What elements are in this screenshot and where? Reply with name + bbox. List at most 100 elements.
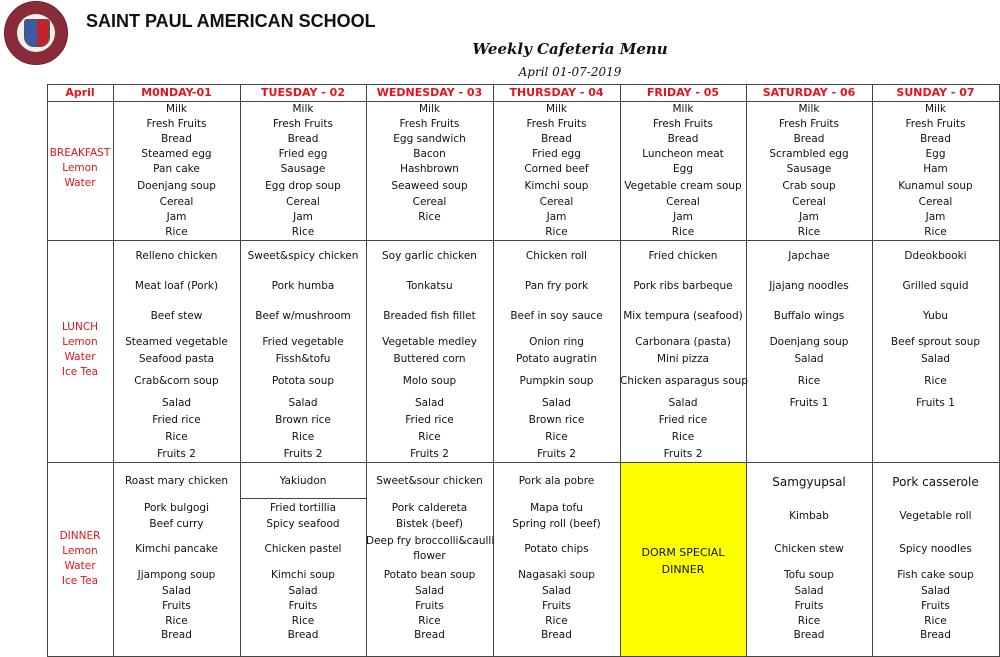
meal-label-line: DINNER: [59, 530, 101, 542]
menu-item: Bread: [414, 629, 445, 641]
menu-item: Potato chips: [524, 543, 589, 555]
menu-item: Brown rice: [275, 414, 331, 426]
menu-item: Pan fry pork: [524, 280, 589, 292]
day-header: THURSDAY - 04: [509, 86, 604, 99]
menu-item: Rice: [545, 226, 568, 238]
menu-item: Beef stew: [150, 310, 203, 322]
menu-item: Fresh Fruits: [778, 118, 840, 130]
menu-item: Pumpkin soup: [519, 375, 594, 387]
menu-item: Fruits 2: [537, 448, 576, 460]
menu-item: Beef in soy sauce: [510, 310, 603, 322]
menu-item: Spring roll (beef): [512, 518, 601, 530]
menu-item: Milk: [925, 103, 946, 115]
menu-item: Pan cake: [153, 163, 200, 175]
menu-item: Fruits: [415, 600, 444, 612]
menu-item: Bread: [667, 133, 699, 145]
menu-item: Rice: [165, 226, 188, 238]
menu-item: Jam: [293, 211, 313, 223]
menu-item: Kimbab: [789, 510, 829, 522]
menu-item: Jam: [925, 211, 946, 223]
menu-item: Bread: [793, 133, 825, 145]
menu-item: Rice: [418, 615, 441, 627]
menu-item: Kimchi soup: [271, 569, 335, 581]
menu-item: Vegetable medley: [382, 336, 477, 348]
day-header: TUESDAY - 02: [261, 86, 345, 99]
menu-item: Ham: [923, 163, 948, 175]
menu-item: Deep fry broccolli&caulli: [366, 535, 495, 547]
menu-item: Bistek (beef): [395, 518, 464, 530]
menu-item: Fruits: [921, 600, 950, 612]
table-divider: [493, 84, 494, 657]
menu-item: Chicken asparagus soup: [620, 375, 748, 387]
meal-label-line: Water: [64, 560, 96, 572]
menu-item: Mapa tofu: [530, 502, 583, 514]
special-line: DINNER: [661, 563, 705, 576]
menu-item: Rice: [291, 615, 315, 627]
menu-item: Beef curry: [149, 518, 204, 530]
menu-item: Salad: [668, 397, 698, 409]
meal-label: BREAKFAST Lemon Water: [47, 146, 113, 191]
menu-item: Bread: [793, 629, 825, 641]
menu-item: Salad: [288, 397, 318, 409]
menu-item: Onion ring: [529, 336, 584, 348]
menu-item: Rice: [418, 431, 441, 443]
menu-item: Bacon: [413, 148, 446, 160]
menu-item: Kimchi pancake: [135, 543, 218, 555]
menu-item: Molo soup: [402, 375, 457, 387]
menu-item: Fish cake soup: [897, 569, 974, 581]
menu-item: Jjajang noodles: [769, 280, 849, 292]
special-line: DORM SPECIAL: [641, 546, 725, 559]
menu-item: Salad: [161, 397, 192, 409]
menu-item: Breaded fish fillet: [383, 310, 476, 322]
menu-item: Rice: [165, 431, 188, 443]
menu-item: Tofu soup: [784, 569, 834, 581]
menu-item: Sausage: [786, 163, 832, 175]
menu-item: Fruits 2: [663, 448, 703, 460]
menu-item: Spicy noodles: [899, 543, 972, 555]
menu-item: Crab soup: [782, 180, 836, 192]
table-divider: [47, 462, 1000, 463]
menu-item: Jam: [673, 211, 693, 223]
menu-item: Rice: [797, 375, 821, 387]
menu-item: Doenjang soup: [769, 336, 849, 348]
menu-item: Rice: [291, 431, 315, 443]
menu-item: Salad: [794, 585, 824, 597]
menu-item: Cereal: [539, 196, 574, 208]
menu-item: Milk: [419, 103, 440, 115]
menu-item: Milk: [798, 103, 820, 115]
menu-item: Fried tortillia: [269, 502, 337, 514]
meal-label-line: Ice Tea: [61, 575, 99, 587]
meal-label-line: LUNCH: [61, 321, 99, 333]
menu-item: Salad: [541, 585, 572, 597]
table-divider: [240, 498, 366, 499]
menu-item: Fresh Fruits: [146, 118, 207, 130]
meal-label: DINNER Lemon Water Ice Tea: [47, 529, 113, 589]
day-header: FRIDAY - 05: [646, 86, 720, 99]
table-divider: [113, 84, 114, 657]
menu-item: Rice: [671, 226, 695, 238]
menu-item: Fried rice: [658, 414, 708, 426]
menu-item: Rice: [545, 615, 568, 627]
menu-item: Cereal: [412, 196, 447, 208]
menu-item: Salad: [541, 397, 572, 409]
menu-item: Potato bean soup: [383, 569, 476, 581]
meal-label: LUNCH Lemon Water Ice Tea: [47, 320, 113, 380]
menu-item: Yakiudon: [279, 475, 327, 487]
menu-item: Fried rice: [152, 414, 201, 426]
menu-item: Yubu: [922, 310, 949, 322]
menu-item: Salad: [161, 585, 192, 597]
menu-item: Fissh&tofu: [275, 353, 331, 365]
menu-item: Sweet&spicy chicken: [247, 250, 359, 262]
menu-item: Spicy seafood: [266, 518, 340, 530]
menu-item: Steamed egg: [141, 148, 212, 160]
menu-item: Roast mary chicken: [124, 475, 229, 487]
menu-item: Sausage: [280, 163, 326, 175]
menu-item: flower: [413, 550, 446, 562]
menu-item: Rice: [291, 226, 315, 238]
menu-item: Fruits: [162, 600, 191, 612]
menu-item: Rice: [418, 211, 441, 223]
menu-item: Carbonara (pasta): [635, 336, 731, 348]
menu-item: Bread: [541, 629, 572, 641]
shield-icon: [24, 19, 50, 47]
menu-item: Fried chicken: [648, 250, 718, 262]
